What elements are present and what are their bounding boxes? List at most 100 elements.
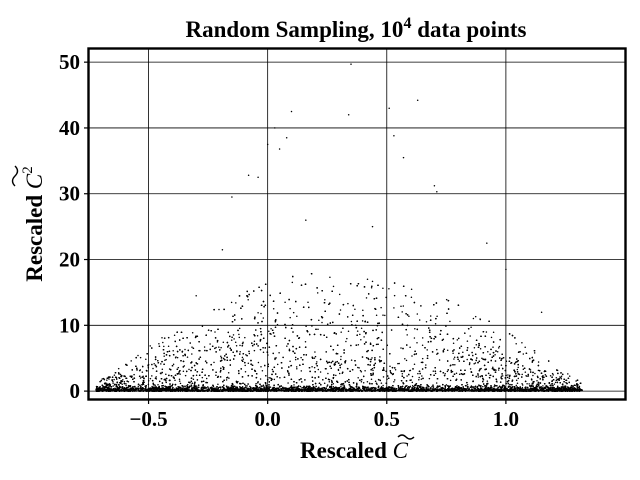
data-point <box>259 378 262 380</box>
data-point <box>260 366 262 368</box>
data-point <box>444 386 447 389</box>
data-point <box>473 347 476 349</box>
data-point <box>326 384 329 386</box>
data-point <box>380 306 382 309</box>
data-point <box>321 321 323 324</box>
data-point <box>524 346 526 348</box>
data-point <box>161 368 164 371</box>
data-point <box>326 385 328 387</box>
data-point <box>112 380 114 383</box>
data-point <box>522 368 525 371</box>
data-point <box>147 383 150 386</box>
data-point <box>214 331 216 333</box>
data-point <box>525 374 527 377</box>
data-point <box>406 334 408 336</box>
data-point <box>425 320 428 323</box>
data-point <box>155 376 157 378</box>
data-point <box>284 301 286 303</box>
data-point <box>207 387 210 389</box>
data-point <box>191 353 193 355</box>
data-point <box>469 368 472 370</box>
data-point <box>538 383 540 385</box>
data-point <box>239 344 241 347</box>
data-point <box>106 379 108 381</box>
data-point <box>253 349 256 352</box>
data-point <box>477 376 480 378</box>
data-point <box>205 377 208 380</box>
data-point <box>445 298 448 301</box>
data-point <box>268 330 270 332</box>
data-point <box>455 372 458 374</box>
data-point <box>493 385 495 388</box>
data-point <box>449 379 452 382</box>
data-point <box>323 382 326 385</box>
data-point <box>376 324 379 327</box>
data-point <box>429 315 432 317</box>
data-point <box>183 365 186 367</box>
data-point <box>184 348 186 351</box>
data-point <box>289 360 291 363</box>
data-point <box>257 311 259 314</box>
data-point <box>567 373 569 375</box>
data-point <box>382 384 384 387</box>
data-point <box>470 326 472 328</box>
data-point <box>216 341 219 343</box>
data-point <box>565 379 567 382</box>
data-point <box>474 315 477 318</box>
data-point <box>505 390 507 392</box>
data-point <box>192 378 195 380</box>
data-point <box>139 369 142 371</box>
data-point <box>362 309 364 311</box>
data-point <box>193 385 196 388</box>
data-point <box>445 325 447 327</box>
data-point <box>125 382 127 385</box>
data-point <box>213 387 216 390</box>
data-point <box>311 325 313 327</box>
data-point <box>503 384 505 387</box>
data-point <box>359 369 362 372</box>
data-point <box>293 384 295 386</box>
data-point <box>300 370 303 372</box>
data-point <box>357 366 359 369</box>
data-point <box>385 296 387 299</box>
data-point <box>299 385 302 388</box>
data-point <box>147 367 150 369</box>
data-point <box>551 372 554 375</box>
data-point <box>218 386 221 388</box>
data-point <box>453 356 456 359</box>
data-point <box>406 386 409 389</box>
data-point <box>142 375 144 378</box>
data-point <box>184 374 187 377</box>
data-point <box>360 370 363 373</box>
data-point <box>500 364 503 366</box>
data-point <box>408 315 410 318</box>
data-point <box>521 384 524 386</box>
data-point <box>438 359 441 361</box>
data-point <box>501 375 504 377</box>
data-point <box>458 373 461 376</box>
data-point <box>274 358 276 361</box>
data-point <box>490 336 493 339</box>
data-point <box>470 385 473 387</box>
data-point <box>343 384 345 387</box>
data-point <box>417 372 419 375</box>
data-point <box>149 345 151 347</box>
data-point <box>371 367 374 370</box>
data-point <box>247 362 250 364</box>
data-point <box>379 356 381 358</box>
data-point <box>532 374 534 377</box>
data-point <box>489 374 492 376</box>
data-point <box>305 325 307 327</box>
data-point <box>406 375 408 377</box>
data-point <box>516 382 519 384</box>
data-point <box>218 346 220 348</box>
data-point <box>489 353 491 355</box>
data-point <box>360 327 363 330</box>
data-point <box>496 351 499 353</box>
data-point <box>137 385 140 387</box>
data-point <box>401 311 403 313</box>
data-point <box>411 375 414 378</box>
data-point <box>340 355 342 358</box>
